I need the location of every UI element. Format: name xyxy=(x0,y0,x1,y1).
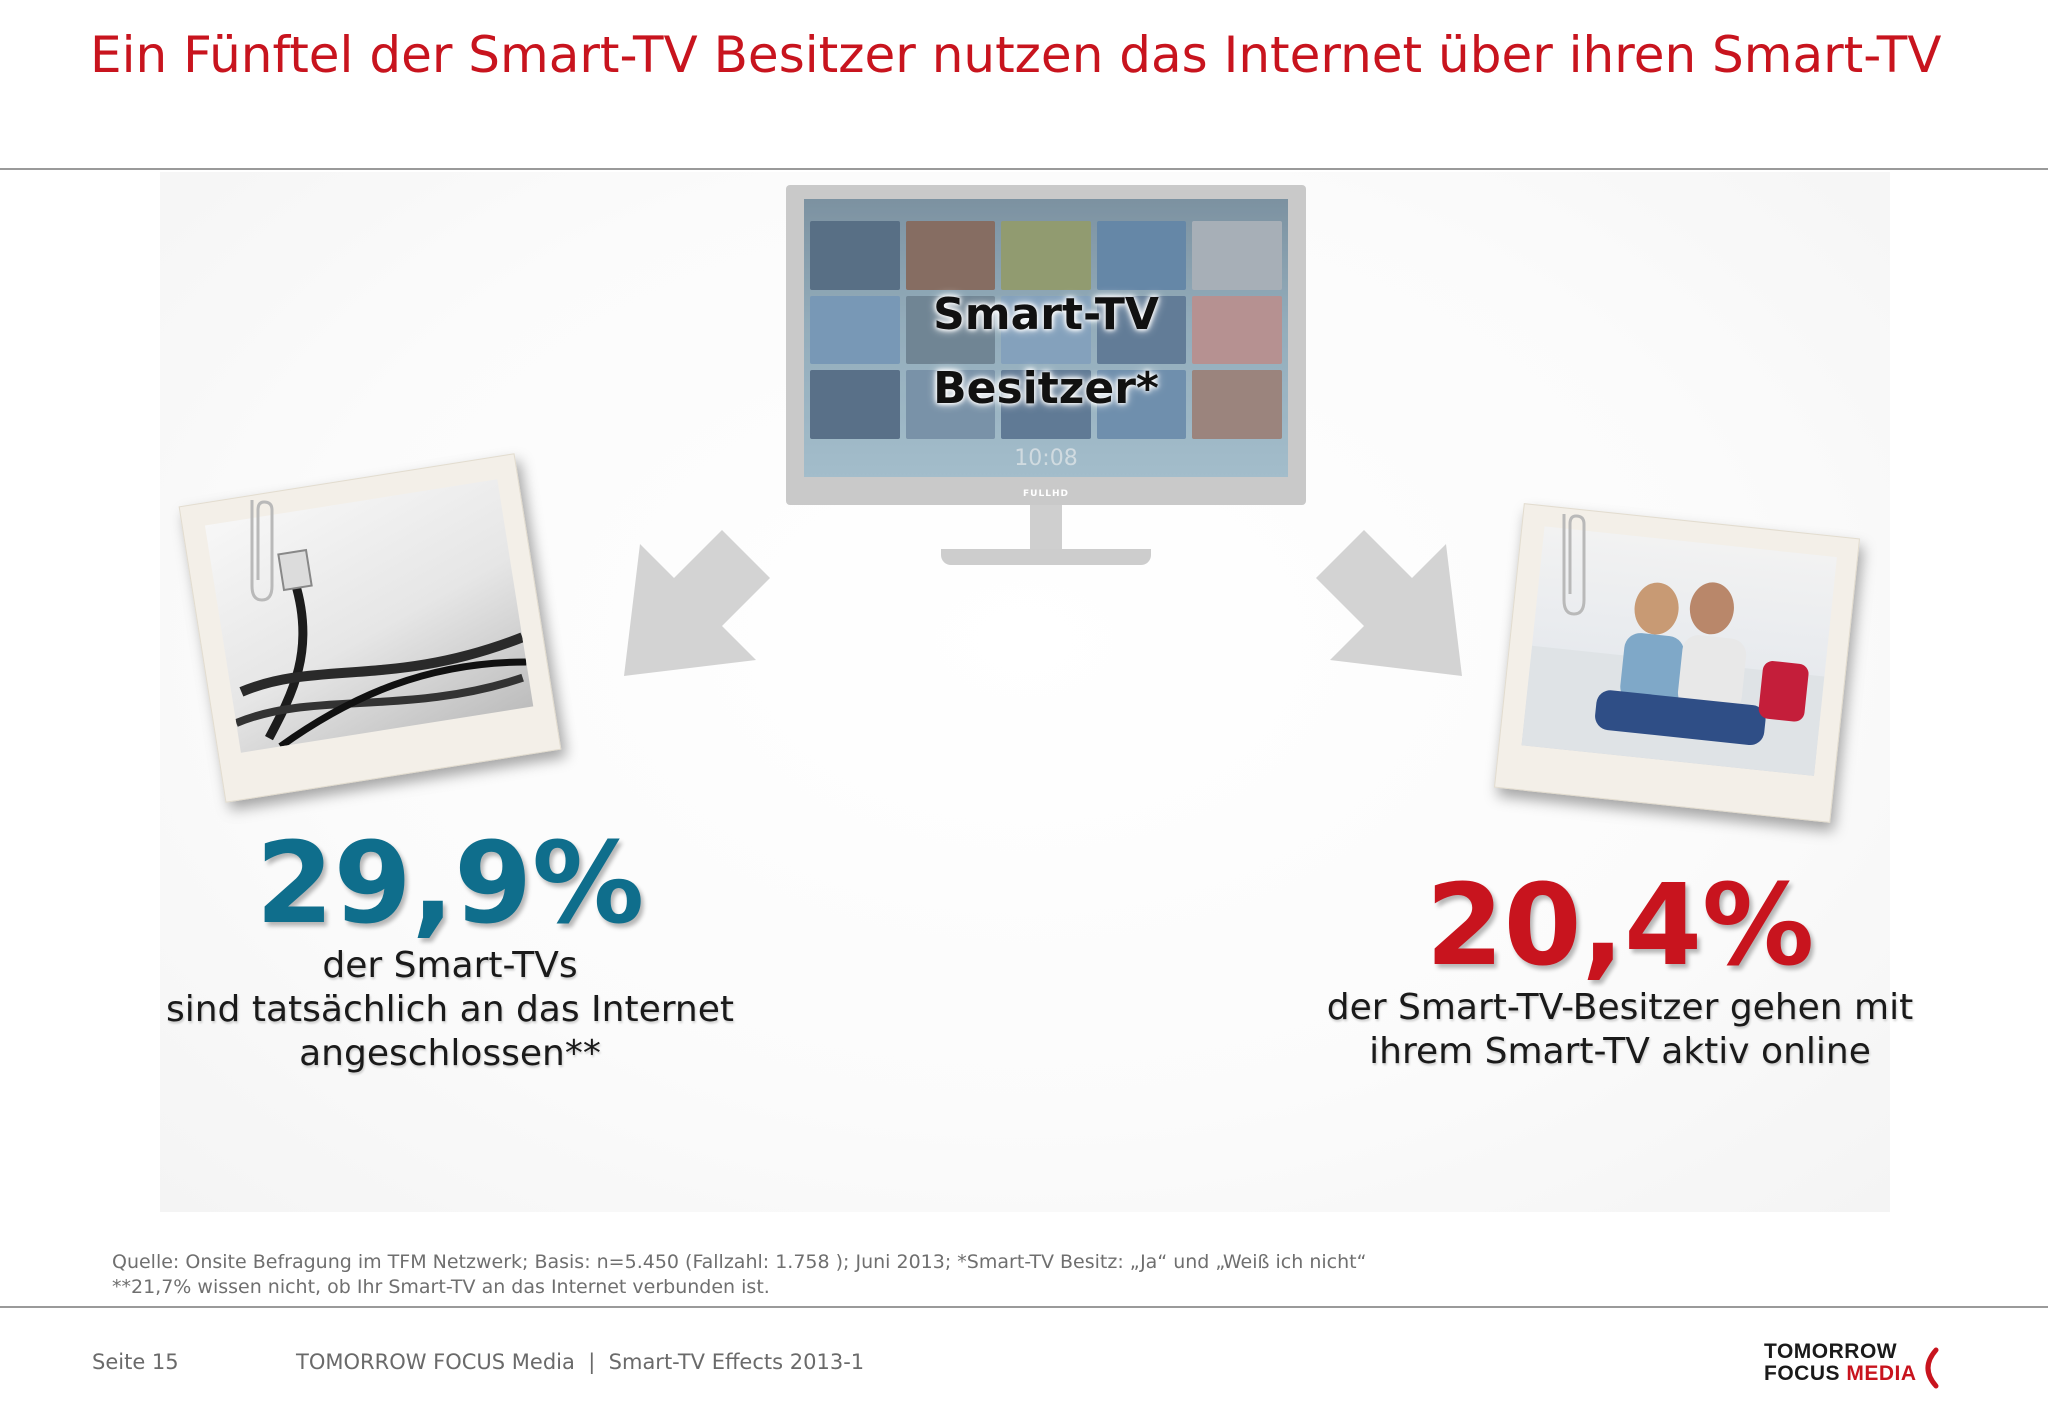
footer-divider xyxy=(0,1306,2048,1308)
paperclip-icon xyxy=(1562,514,1586,616)
tv-stand-neck xyxy=(1030,505,1062,553)
left-stat-desc-line3: angeschlossen** xyxy=(299,1033,601,1074)
tv-clock: 10:08 xyxy=(1014,446,1078,471)
right-statistic: 20,4% der Smart-TV-Besitzer gehen mit ih… xyxy=(1270,866,1970,1074)
source-line2: **21,7% wissen nicht, ob Ihr Smart-TV an… xyxy=(112,1276,770,1298)
tv-tile xyxy=(1096,370,1187,439)
tv-tile xyxy=(1001,221,1091,290)
right-stat-value: 20,4% xyxy=(1425,861,1815,991)
smart-tv-illustration: 10:08 FULLHD xyxy=(786,185,1306,565)
tv-tile xyxy=(1192,370,1282,439)
tv-tile-grid xyxy=(810,221,1282,439)
source-note: Quelle: Onsite Befragung im TFM Netzwerk… xyxy=(112,1250,1712,1300)
logo-text-line1: TOMORROW xyxy=(1764,1340,1898,1363)
page-title: Ein Fünftel der Smart-TV Besitzer nutzen… xyxy=(90,26,1942,84)
left-stat-desc-line2: sind tatsächlich an das Internet xyxy=(165,989,735,1030)
arrow-down-right-icon xyxy=(1316,530,1462,676)
couple-illustration xyxy=(1521,582,1825,776)
paperclip-icon xyxy=(250,500,274,602)
arrow-down-left-icon xyxy=(624,530,770,676)
left-stat-value: 29,9% xyxy=(255,819,645,949)
source-line1: Quelle: Onsite Befragung im TFM Netzwerk… xyxy=(112,1251,1367,1273)
tv-tile xyxy=(810,221,900,290)
left-statistic: 29,9% der Smart-TVs sind tatsächlich an … xyxy=(100,824,800,1076)
couple-photo xyxy=(1521,526,1837,776)
tv-tile xyxy=(810,370,900,439)
tv-tile xyxy=(1001,295,1091,365)
tv-tile xyxy=(810,295,900,365)
couple-photo-card xyxy=(1493,503,1861,823)
logo-text-media: MEDIA xyxy=(1846,1362,1917,1385)
tv-caption: Smart-TV Besitzer* xyxy=(786,278,1306,426)
cable-illustration xyxy=(234,548,527,750)
tv-tile xyxy=(1192,221,1282,290)
right-stat-desc-line2: ihrem Smart-TV aktiv online xyxy=(1369,1031,1871,1072)
bracket-mark-icon xyxy=(1925,1347,1939,1389)
title-divider xyxy=(0,168,2048,170)
tv-tile xyxy=(905,370,996,439)
cable-photo xyxy=(204,479,534,753)
tv-tile xyxy=(1192,295,1282,365)
tv-tile xyxy=(1001,370,1091,439)
logo-text-focus: FOCUS xyxy=(1764,1362,1847,1385)
right-stat-desc-line1: der Smart-TV-Besitzer gehen mit xyxy=(1326,987,1914,1028)
footer-title: TOMORROW FOCUS Media | Smart-TV Effects … xyxy=(296,1350,865,1374)
tv-tile xyxy=(1096,295,1187,365)
tv-caption-line2: Besitzer* xyxy=(933,363,1159,414)
tv-caption-line1: Smart-TV xyxy=(933,289,1159,340)
tv-stand-base xyxy=(941,549,1151,565)
tv-frame: 10:08 FULLHD xyxy=(786,185,1306,505)
tv-brand-label: FULLHD xyxy=(1023,489,1069,499)
tv-tile xyxy=(905,221,996,290)
left-stat-desc-line1: der Smart-TVs xyxy=(322,945,578,986)
cable-photo-card xyxy=(178,453,562,803)
company-logo: TOMORROW FOCUS MEDIA xyxy=(1764,1340,1964,1390)
page-number: Seite 15 xyxy=(92,1350,179,1374)
logo-text-line2: FOCUS MEDIA xyxy=(1764,1362,1917,1386)
tv-tile xyxy=(905,295,996,365)
tv-screen: 10:08 xyxy=(804,199,1288,477)
tv-tile xyxy=(1096,221,1187,290)
